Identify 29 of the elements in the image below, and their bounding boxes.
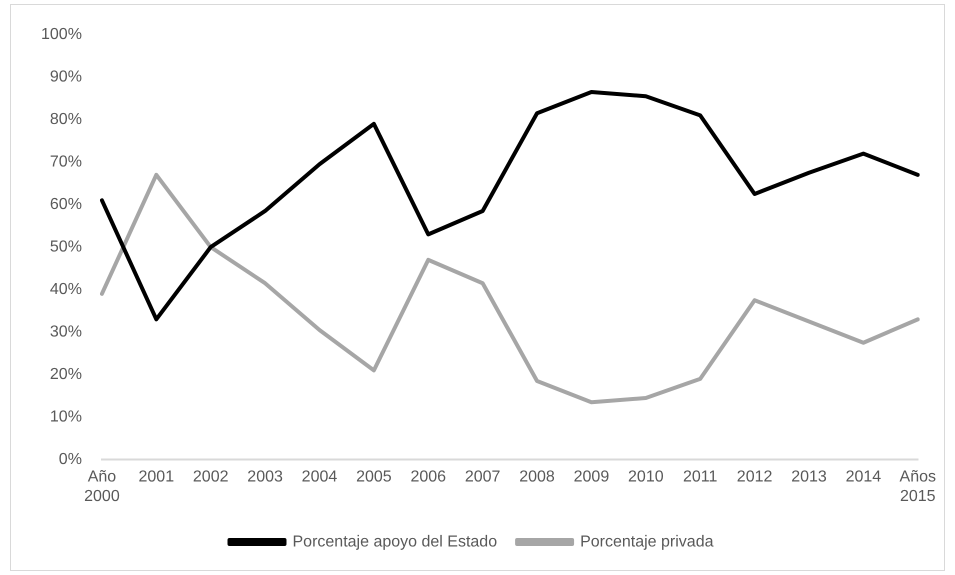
y-tick-label: 20% (50, 366, 82, 384)
x-tick-label: 2002 (192, 468, 229, 486)
x-tick-label: 2014 (846, 468, 882, 486)
x-tick-label: Años 2015 (900, 468, 936, 505)
y-tick-label: 60% (50, 196, 82, 214)
y-tick-label: 40% (50, 281, 82, 298)
x-tick-label: 2005 (356, 468, 392, 486)
y-tick-label: 80% (50, 111, 82, 128)
x-tick-label: 2001 (138, 468, 174, 486)
legend-label: Porcentaje privada (580, 533, 714, 550)
x-tick-label: 2006 (410, 468, 446, 486)
x-tick-label: Año 2000 (84, 468, 120, 505)
y-tick-label: 90% (50, 68, 82, 86)
x-tick-label: 2010 (628, 468, 664, 486)
y-tick-label: 10% (50, 408, 82, 426)
y-tick-label: 30% (50, 324, 82, 341)
x-tick-label: 2003 (247, 468, 283, 486)
x-tick-label: 2011 (683, 468, 718, 486)
y-tick-label: 70% (50, 154, 82, 171)
x-tick-label: 2007 (464, 468, 501, 486)
x-tick-label: 2008 (519, 468, 555, 486)
y-tick-label: 0% (58, 451, 82, 468)
x-tick-label: 2012 (736, 468, 772, 486)
x-tick-label: 2009 (574, 468, 610, 486)
legend-label: Porcentaje apoyo del Estado (292, 533, 498, 550)
y-tick-label: 50% (50, 238, 82, 256)
y-tick-label: 100% (41, 26, 82, 44)
x-tick-label: 2013 (791, 468, 827, 486)
x-tick-label: 2004 (302, 468, 338, 486)
